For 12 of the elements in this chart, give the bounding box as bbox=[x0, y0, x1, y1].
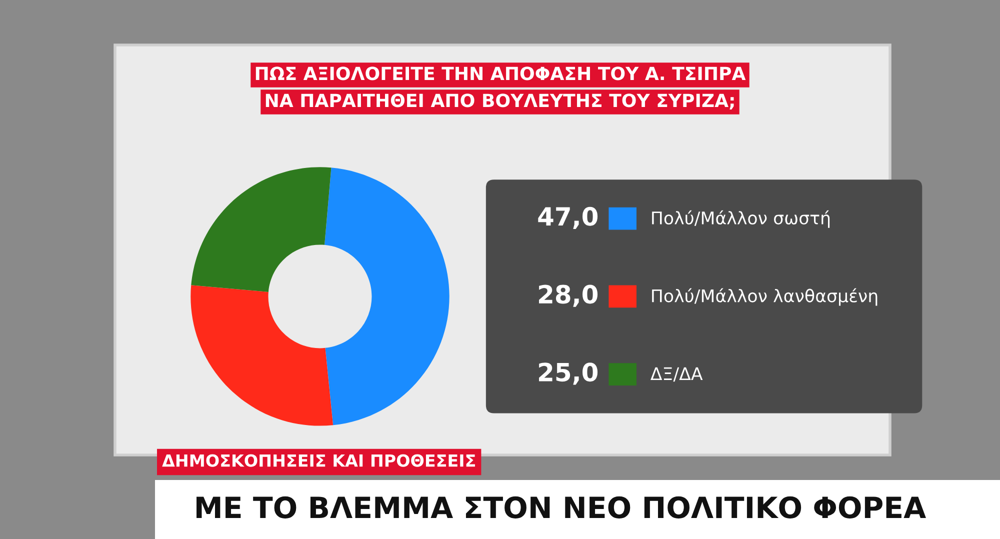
donut-slice bbox=[324, 168, 450, 426]
text: ΔΗΜΟΣΚΟΠΗΣΕΙΣ ΚΑΙ ΠΡΟΘΕΣΕΙΣ bbox=[162, 454, 475, 467]
legend-label: Πολύ/Μάλλον σωστή bbox=[652, 210, 830, 228]
legend-label: ΔΞ/ΔΑ bbox=[650, 367, 703, 382]
text: ΜΕ ΤΟ ΒΛΕΜΜΑ ΣΤΟΝ ΝΕΟ ΠΟΛΙΤΙΚΟ ΦΟΡΕΑ bbox=[196, 496, 926, 518]
data-label: 28,0 bbox=[539, 284, 598, 307]
chart-title: ΠΩΣ ΑΞΙΟΛΟΓΕΙΤΕ ΤΗΝ ΑΠΟΦΑΣΗ ΤΟΥ Α. ΤΣΙΠΡΑ ΝΑ ΠΑΡΑΙΤΗΘΕΙ ΑΠΟ ΒΟΥΛΕΥΤΗΣ ΤΟΥ ΣΥΡΙΖΑ; bbox=[256, 66, 746, 110]
donut-slice bbox=[190, 285, 334, 426]
data-label: 47,0 bbox=[538, 206, 598, 230]
donut-slice bbox=[191, 167, 332, 292]
data-label: 25,0 bbox=[539, 362, 598, 385]
legend-label: Πολύ/Μάλλον λανθασμένη bbox=[652, 288, 878, 306]
